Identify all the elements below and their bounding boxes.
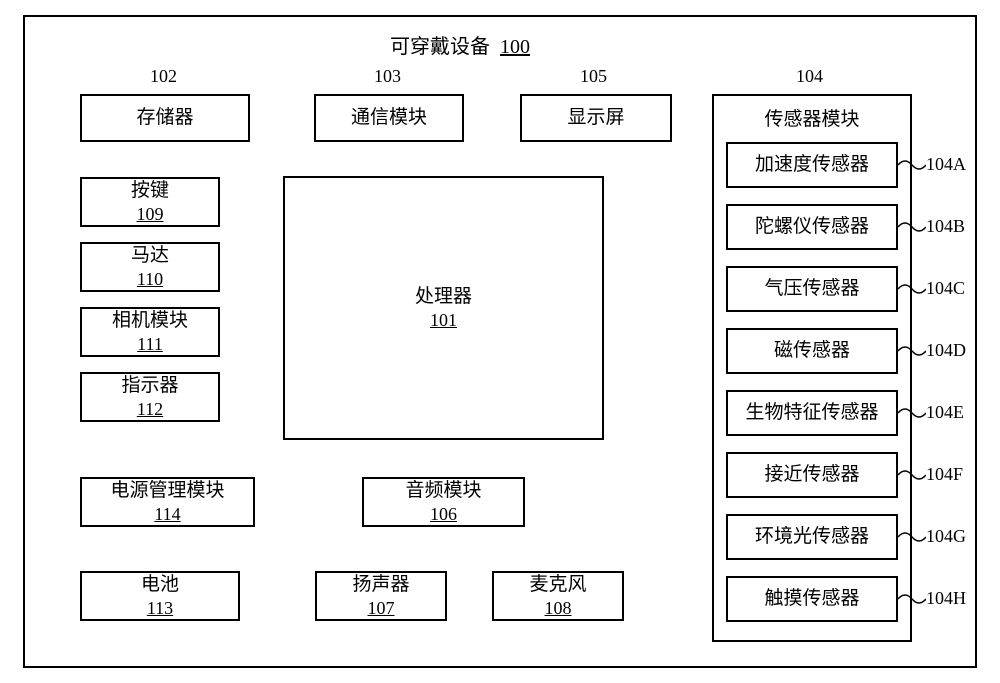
- sensor-item-prox: 接近传感器: [726, 452, 898, 498]
- processor-num: 101: [430, 309, 457, 332]
- sensor-item-num: 104C: [926, 278, 965, 299]
- sensor-item-title: 陀螺仪传感器: [755, 215, 869, 239]
- sensor-item-title: 触摸传感器: [764, 587, 859, 611]
- processor-box: 处理器 101: [283, 176, 604, 440]
- outer-num: 100: [500, 36, 530, 58]
- motor-title: 马达: [131, 244, 169, 268]
- sensor-item-num: 104G: [926, 526, 966, 547]
- sensor-item-leader-svg: [898, 219, 926, 235]
- sensor-item-leader-svg: [898, 591, 926, 607]
- comm-num-above: 103: [374, 66, 401, 87]
- sensor-item-accel: 加速度传感器: [726, 142, 898, 188]
- power-box: 电源管理模块 114: [80, 477, 255, 527]
- sensor-num-above: 104: [796, 66, 823, 87]
- sensor-item-ambient: 环境光传感器: [726, 514, 898, 560]
- outer-title: 可穿戴设备 100: [390, 30, 530, 59]
- display-title: 显示屏: [567, 106, 624, 130]
- sensor-item-title: 磁传感器: [774, 339, 850, 363]
- sensor-item-mag: 磁传感器: [726, 328, 898, 374]
- speaker-num: 107: [368, 597, 395, 620]
- storage-title: 存储器: [136, 106, 193, 130]
- storage-num-above: 102: [150, 66, 177, 87]
- audio-num: 106: [430, 503, 457, 526]
- sensor-item-leader-svg: [898, 467, 926, 483]
- keys-num: 109: [137, 203, 164, 226]
- sensor-item-num: 104B: [926, 216, 965, 237]
- power-title: 电源管理模块: [110, 479, 224, 503]
- sensor-item-title: 生物特征传感器: [745, 401, 878, 425]
- battery-box: 电池 113: [80, 571, 240, 621]
- sensor-item-title: 气压传感器: [764, 277, 859, 301]
- motor-num: 110: [137, 268, 163, 291]
- audio-title: 音频模块: [405, 479, 481, 503]
- sensor-item-num: 104D: [926, 340, 966, 361]
- sensor-item-title: 环境光传感器: [755, 525, 869, 549]
- indicator-title: 指示器: [121, 374, 178, 398]
- sensor-item-num: 104A: [926, 154, 966, 175]
- sensor-item-baro: 气压传感器: [726, 266, 898, 312]
- indicator-num: 112: [137, 398, 163, 421]
- processor-title: 处理器: [415, 285, 472, 309]
- storage-box: 存储器: [80, 94, 250, 142]
- sensor-item-num: 104E: [926, 402, 964, 423]
- battery-title: 电池: [141, 573, 179, 597]
- sensor-module-title: 传感器模块: [764, 108, 859, 132]
- mic-num: 108: [545, 597, 572, 620]
- sensor-item-num: 104F: [926, 464, 963, 485]
- power-num: 114: [154, 503, 180, 526]
- mic-title: 麦克风: [529, 573, 586, 597]
- display-box: 显示屏: [520, 94, 672, 142]
- sensor-item-title: 加速度传感器: [755, 153, 869, 177]
- keys-title: 按键: [131, 179, 169, 203]
- camera-box: 相机模块 111: [80, 307, 220, 357]
- sensor-item-bio: 生物特征传感器: [726, 390, 898, 436]
- outer-title-text: 可穿戴设备: [390, 36, 490, 58]
- sensor-item-touch: 触摸传感器: [726, 576, 898, 622]
- sensor-item-leader-svg: [898, 405, 926, 421]
- camera-num: 111: [137, 333, 163, 356]
- speaker-title: 扬声器: [352, 573, 409, 597]
- mic-box: 麦克风 108: [492, 571, 624, 621]
- sensor-item-leader-svg: [898, 529, 926, 545]
- comm-box: 通信模块: [314, 94, 464, 142]
- sensor-item-num: 104H: [926, 588, 966, 609]
- sensor-item-leader-svg: [898, 281, 926, 297]
- audio-box: 音频模块 106: [362, 477, 525, 527]
- sensor-item-gyro: 陀螺仪传感器: [726, 204, 898, 250]
- display-num-above: 105: [580, 66, 607, 87]
- sensor-item-leader-svg: [898, 343, 926, 359]
- sensor-item-title: 接近传感器: [764, 463, 859, 487]
- battery-num: 113: [147, 597, 173, 620]
- keys-box: 按键 109: [80, 177, 220, 227]
- camera-title: 相机模块: [112, 309, 188, 333]
- motor-box: 马达 110: [80, 242, 220, 292]
- comm-title: 通信模块: [351, 106, 427, 130]
- sensor-item-leader-svg: [898, 157, 926, 173]
- indicator-box: 指示器 112: [80, 372, 220, 422]
- speaker-box: 扬声器 107: [315, 571, 447, 621]
